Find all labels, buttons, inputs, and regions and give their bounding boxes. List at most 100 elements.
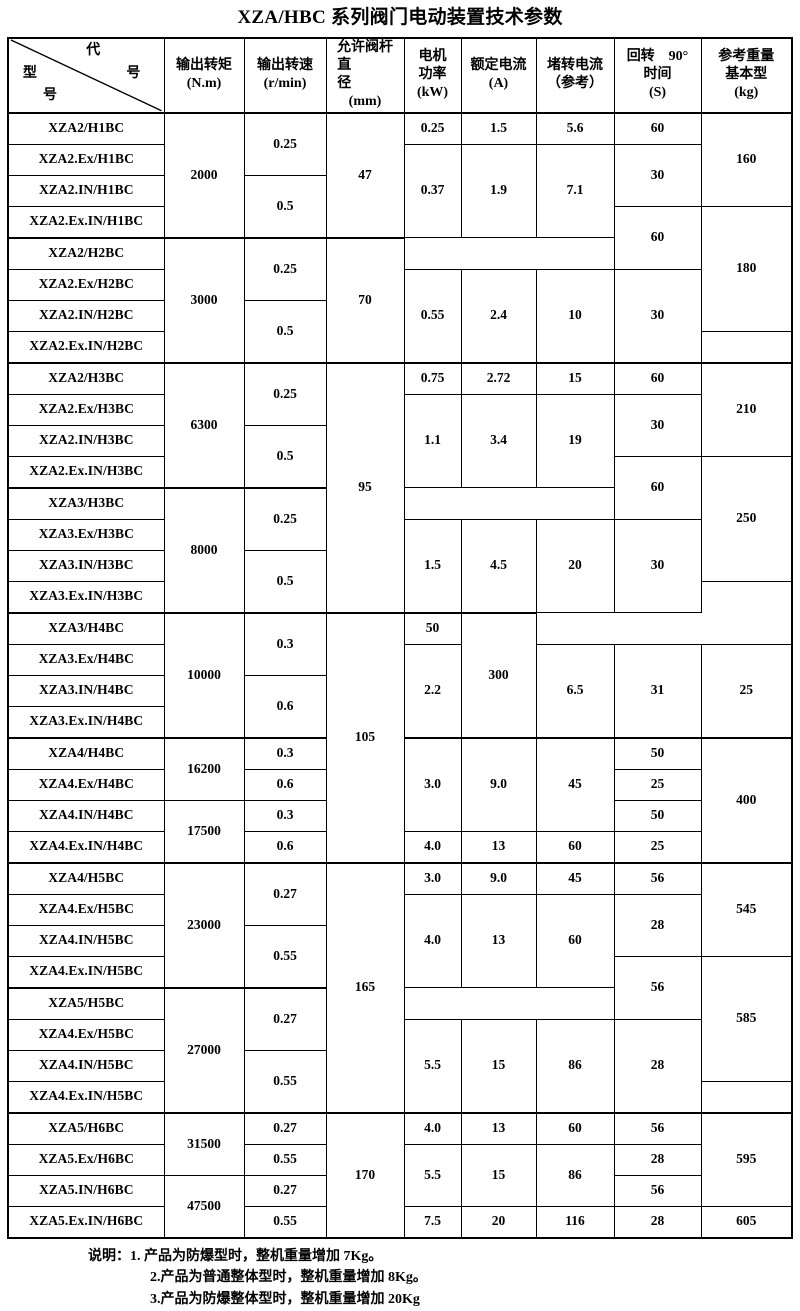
stall-current: 31 <box>613 643 702 738</box>
table-row: XZA2/H2BC 3000 0.25 70 <box>7 236 792 363</box>
stall-current: 45 <box>535 736 615 832</box>
output-speed: 0.55 <box>243 924 327 988</box>
rotation-time: 56 <box>613 861 702 895</box>
output-torque: 16200 <box>163 736 245 801</box>
model-name: XZA2.Ex/H3BC <box>7 393 165 426</box>
header-line2: 功率 <box>418 67 447 83</box>
output-torque: 10000 <box>163 611 245 738</box>
stall-current: 60 <box>535 830 615 863</box>
rotation-time: 60 <box>613 111 702 145</box>
model-name: XZA3/H3BC <box>7 486 165 520</box>
output-speed: 0.25 <box>243 111 327 176</box>
reference-weight: 180 <box>700 205 793 332</box>
table-row: XZA4.Ex/H5BC 4.0 13 60 28 <box>7 893 792 988</box>
footnote-2: 2.产品为普通整体型时，整机重量增加 8Kg。 <box>150 1270 427 1286</box>
header-line2: (N.m) <box>186 76 222 92</box>
motor-power: 1.5 <box>403 518 462 613</box>
output-torque: 6300 <box>163 361 245 488</box>
model-name: XZA4.Ex.IN/H5BC <box>7 955 165 988</box>
table-row: XZA3.Ex.IN/H4BC <box>7 705 792 738</box>
stall-current: 15 <box>535 361 615 395</box>
rotation-time: 56 <box>613 1111 702 1145</box>
model-name: XZA5/H5BC <box>7 986 165 1020</box>
rated-current: 13 <box>460 893 537 988</box>
header-line2: (A) <box>488 76 509 92</box>
model-name: XZA3.IN/H3BC <box>7 549 165 582</box>
output-speed: 0.3 <box>243 736 327 770</box>
model-name: XZA2/H3BC <box>7 361 165 395</box>
rated-current: 13 <box>460 1111 537 1145</box>
stall-current: 86 <box>535 1018 615 1113</box>
output-speed: 0.5 <box>243 174 327 238</box>
rated-current: 4.5 <box>460 518 537 613</box>
reference-weight: 210 <box>700 361 793 457</box>
model-name: XZA5.Ex/H6BC <box>7 1143 165 1176</box>
output-speed: 0.6 <box>243 768 327 801</box>
rated-current: 15 <box>460 1018 537 1113</box>
reference-weight: 545 <box>700 861 793 957</box>
model-name: XZA4.IN/H5BC <box>7 1049 165 1082</box>
stall-current: 60 <box>535 1111 615 1145</box>
model-name: XZA5.IN/H6BC <box>7 1174 165 1207</box>
output-speed: 0.3 <box>243 799 327 832</box>
output-speed: 0.3 <box>243 611 327 676</box>
output-torque: 47500 <box>163 1174 245 1238</box>
rotation-time: 56 <box>613 955 702 1020</box>
model-name: XZA2/H1BC <box>7 111 165 145</box>
stem-diameter: 105 <box>325 611 405 863</box>
model-name: XZA4/H4BC <box>7 736 165 770</box>
rated-current: 2.4 <box>460 268 537 363</box>
table-row: XZA4.Ex/H4BC 0.6 25 <box>7 768 792 801</box>
model-name: XZA3.Ex.IN/H4BC <box>7 705 165 738</box>
model-name: XZA5.Ex.IN/H6BC <box>7 1205 165 1238</box>
rotation-time: 28 <box>613 1018 702 1113</box>
output-speed: 0.55 <box>243 1143 327 1176</box>
rotation-time: 50 <box>403 611 462 645</box>
table-row: XZA2.Ex.IN/H1BC 60 180 <box>7 205 793 332</box>
rated-current: 13 <box>460 830 537 863</box>
stall-current: 19 <box>535 393 615 488</box>
model-name: XZA3.Ex/H3BC <box>7 518 165 551</box>
reference-weight: 300 <box>460 611 537 738</box>
rotation-time: 30 <box>613 393 702 457</box>
motor-power: 0.75 <box>403 361 462 395</box>
motor-power: 0.37 <box>403 143 462 238</box>
table-row: XZA3/H3BC 8000 0.25 <box>7 486 792 613</box>
stem-diameter: 170 <box>325 1111 405 1238</box>
model-name: XZA2.Ex/H1BC <box>7 143 165 176</box>
output-speed: 0.27 <box>243 861 327 926</box>
rated-current: 3.4 <box>460 393 537 488</box>
footnotes: 说明：1. 产品为防爆型时，整机重量增加 7Kg。 2.产品为普通整体型时，整机… <box>0 1246 800 1311</box>
page-root: XZA/HBC 系列阀门电动装置技术参数 代 号 型 <box>7 7 793 1307</box>
stem-diameter: 165 <box>325 861 405 1113</box>
table-row: XZA2.Ex/H1BC 0.37 1.9 7.1 30 <box>7 143 792 238</box>
output-torque: 17500 <box>163 799 245 863</box>
header-model-label: 型 <box>22 65 37 81</box>
table-row: XZA4.Ex.IN/H4BC 0.6 4.0 13 60 25 <box>7 830 792 863</box>
header-line1: 输出转矩 <box>176 57 232 73</box>
rated-current: 1.5 <box>460 111 537 145</box>
rated-current: 1.9 <box>460 143 537 238</box>
output-speed: 0.6 <box>243 674 327 738</box>
rotation-time: 60 <box>613 455 702 520</box>
rotation-time: 30 <box>613 268 702 363</box>
reference-weight: 250 <box>700 455 793 582</box>
header-reference-weight: 参考重量 基本型 (kg) <box>700 37 793 113</box>
model-name: XZA4.Ex/H5BC <box>7 893 165 926</box>
table-row: XZA2/H1BC 2000 0.25 47 0.25 1.5 5.6 60 1… <box>7 111 793 238</box>
rated-current: 20 <box>460 1205 537 1238</box>
model-name: XZA2.Ex.IN/H2BC <box>7 330 165 363</box>
stem-diameter: 70 <box>325 236 405 363</box>
rotation-time: 25 <box>613 830 702 863</box>
stall-current: 60 <box>535 893 615 988</box>
model-name: XZA4.Ex.IN/H5BC <box>7 1080 165 1113</box>
output-speed: 0.27 <box>243 986 327 1051</box>
rotation-time: 25 <box>613 768 702 801</box>
model-name: XZA4.IN/H5BC <box>7 924 165 957</box>
diagonal-divider-icon <box>9 39 164 112</box>
output-speed: 0.5 <box>243 299 327 363</box>
model-name: XZA2.IN/H2BC <box>7 299 165 332</box>
rotation-time: 28 <box>613 893 702 957</box>
footnote-1: 说明：1. 产品为防爆型时，整机重量增加 7Kg。 <box>88 1248 383 1264</box>
reference-weight: 605 <box>700 1205 793 1238</box>
